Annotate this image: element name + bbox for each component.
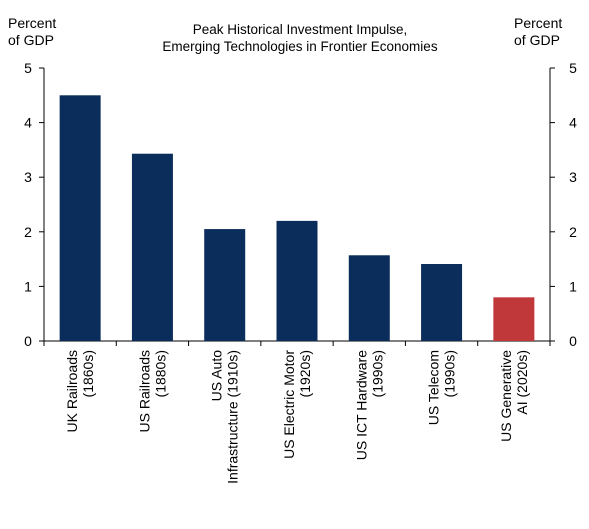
category-label: US Electric Motor(1920s) (281, 350, 313, 459)
bar (421, 264, 463, 341)
category-label-line: US ICT Hardware (353, 350, 369, 460)
category-label: US AutoInfrastructure (1910s) (209, 350, 241, 484)
left-axis-title-line: of GDP (8, 32, 54, 48)
left-axis-title-line: Percent (8, 15, 57, 31)
right-y-tick-label: 2 (569, 224, 577, 240)
category-label-line: Infrastructure (1910s) (225, 350, 241, 484)
left-axis-title: Percent of GDP (8, 15, 56, 49)
category-label-line: US Railroads (136, 350, 152, 432)
category-label: US Telecom(1990s) (426, 350, 458, 425)
category-label-line: (1990s) (369, 350, 385, 397)
category-label: US Railroads(1880s) (136, 350, 168, 432)
bar (131, 153, 173, 341)
right-y-tick-label: 1 (569, 278, 577, 294)
category-label-line: (1880s) (152, 350, 168, 397)
category-label-line: UK Railroads (64, 350, 80, 432)
left-y-tick-label: 5 (24, 60, 32, 76)
category-label: US GenerativeAI (2020s) (498, 350, 530, 442)
category-label-line: US Generative (498, 350, 514, 442)
category-label-line: (1860s) (80, 350, 96, 397)
left-y-tick-label: 1 (24, 278, 32, 294)
left-y-tick-label: 3 (24, 169, 32, 185)
bar (276, 220, 318, 341)
chart-title-line: Peak Historical Investment Impulse, (192, 22, 408, 37)
right-y-tick-label: 3 (569, 169, 577, 185)
bar (348, 255, 390, 341)
chart-title: Peak Historical Investment Impulse, Emer… (110, 21, 490, 55)
category-label-line: US Electric Motor (281, 350, 297, 459)
category-label-line: (1920s) (297, 350, 313, 397)
right-axis-title: Percent of GDP (514, 15, 562, 49)
category-label: UK Railroads(1860s) (64, 350, 96, 432)
right-y-tick-label: 4 (569, 115, 577, 131)
bar (493, 297, 535, 341)
left-y-tick-label: 0 (24, 333, 32, 349)
right-axis-title-line: of GDP (514, 32, 560, 48)
right-y-tick-label: 0 (569, 333, 577, 349)
right-axis-title-line: Percent (514, 15, 563, 31)
left-y-tick-label: 4 (24, 115, 32, 131)
chart-title-line: Emerging Technologies in Frontier Econom… (162, 39, 438, 54)
category-label-line: US Telecom (426, 350, 442, 425)
category-label-line: AI (2020s) (514, 350, 530, 415)
right-y-tick-label: 5 (569, 60, 577, 76)
category-label: US ICT Hardware(1990s) (353, 350, 385, 460)
left-y-tick-label: 2 (24, 224, 32, 240)
category-label-line: US Auto (209, 350, 225, 402)
category-label-line: (1990s) (442, 350, 458, 397)
bar (204, 229, 246, 341)
bar (59, 95, 101, 341)
